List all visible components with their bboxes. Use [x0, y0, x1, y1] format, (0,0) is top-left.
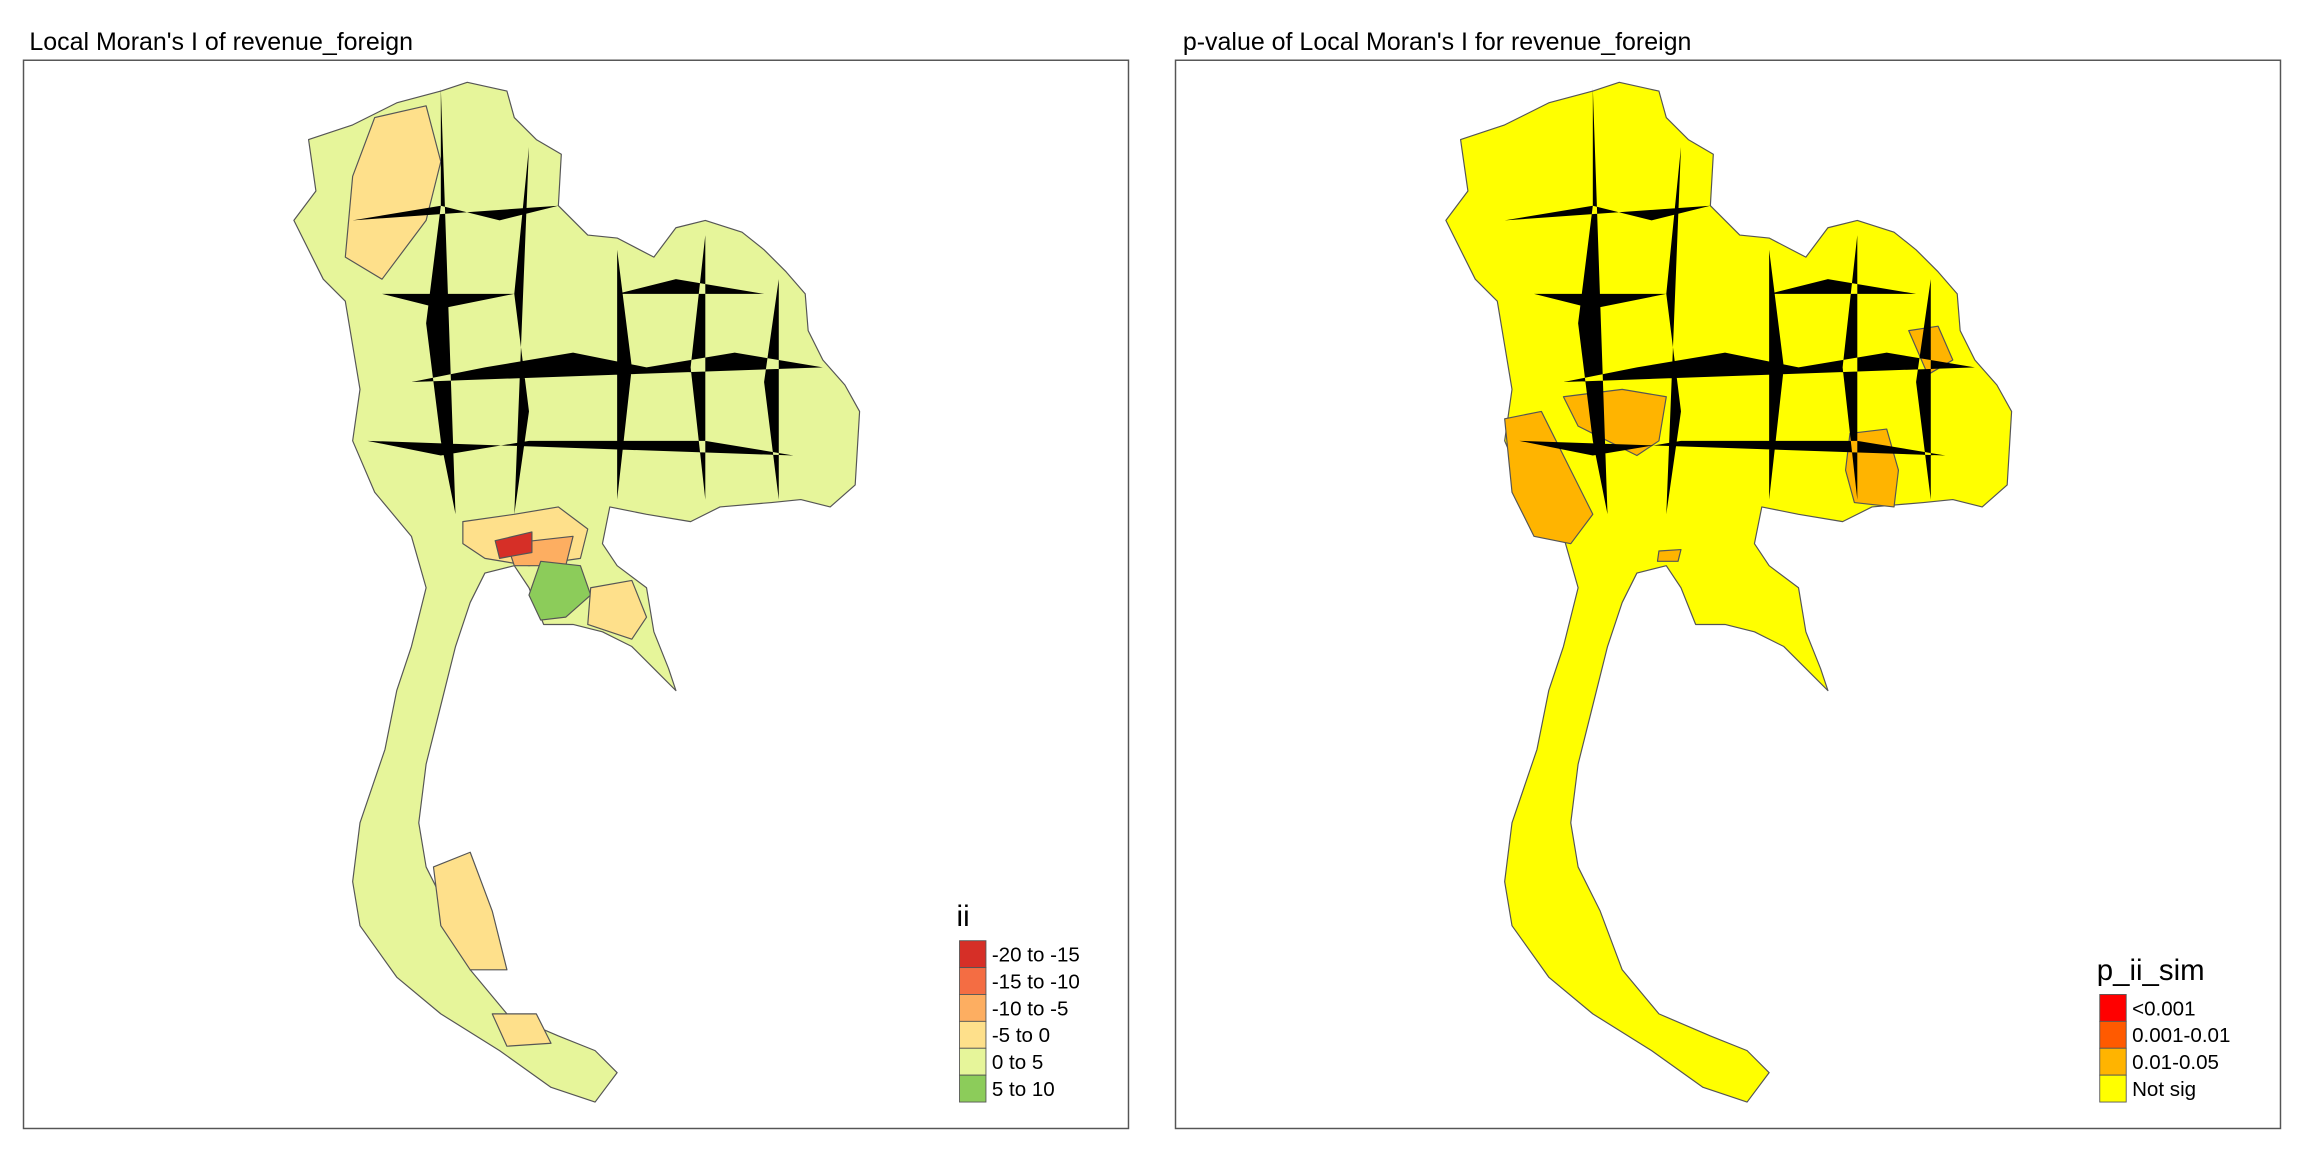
legend-label: -5 to 0 — [992, 1024, 1050, 1047]
legend-title: p_ii_sim — [2097, 954, 2205, 987]
legend-swatch — [959, 1020, 987, 1049]
legend-label: 0.001-0.01 — [2132, 1024, 2230, 1047]
panel-left: Local Moran's I of revenue_foreign ii -20… — [22, 28, 1130, 1130]
region — [344, 105, 442, 280]
legend-label: 0.01-0.05 — [2132, 1051, 2219, 1074]
legend-label: -15 to -10 — [992, 970, 1080, 993]
country-shape — [1445, 81, 2013, 1103]
legend-swatch — [959, 1074, 987, 1103]
legend-label: 0 to 5 — [992, 1051, 1043, 1074]
legend-label: -10 to -5 — [992, 997, 1069, 1020]
panel-title: Local Moran's I of revenue_foreign — [29, 28, 413, 56]
legend-swatch — [959, 1047, 987, 1076]
legend-title: ii — [957, 900, 970, 933]
region — [587, 579, 648, 640]
map-frame — [22, 59, 1130, 1130]
legend-swatch — [959, 967, 987, 995]
region — [1656, 548, 1682, 562]
region — [1504, 410, 1594, 545]
legend-swatch — [959, 940, 987, 969]
legend-swatch — [2099, 1047, 2127, 1076]
legend: ii -20 to -15 -15 to -10 -10 to -5 -5 to 0 0 … — [957, 900, 1080, 1103]
legend: p_ii_sim <0.001 0.001-0.01 0.01-0.05 Not sig — [2097, 954, 2230, 1103]
region — [494, 531, 533, 559]
region — [432, 851, 552, 1047]
map-frame — [1174, 59, 2282, 1130]
legend-label: -20 to -15 — [992, 943, 1080, 966]
legend-swatch — [2099, 994, 2127, 1022]
panel-right: p-value of Local Moran's I for revenue_f… — [1174, 28, 2282, 1130]
legend-label: Not sig — [2132, 1078, 2196, 1101]
legend-label: <0.001 — [2132, 997, 2195, 1020]
panel-title: p-value of Local Moran's I for revenue_f… — [1183, 28, 1692, 56]
legend-swatch — [959, 994, 987, 1022]
legend-swatch — [2099, 1074, 2127, 1103]
legend-label: 5 to 10 — [992, 1078, 1055, 1101]
region — [528, 560, 592, 621]
legend-swatch — [2099, 1020, 2127, 1049]
